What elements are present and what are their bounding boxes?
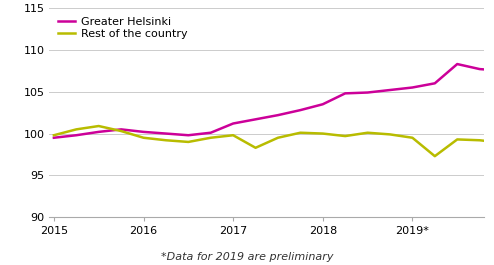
Rest of the country: [365, 131, 370, 134]
Rest of the country: [320, 132, 326, 135]
Rest of the country: [73, 128, 79, 131]
Greater Helsinki: [320, 103, 326, 106]
Line: Rest of the country: Rest of the country: [54, 126, 494, 159]
Rest of the country: [208, 136, 214, 139]
Greater Helsinki: [477, 68, 483, 71]
Greater Helsinki: [230, 122, 236, 125]
Rest of the country: [410, 136, 415, 139]
Rest of the country: [275, 136, 281, 139]
Rest of the country: [118, 130, 124, 133]
Rest of the country: [230, 134, 236, 137]
Rest of the country: [163, 139, 169, 142]
Greater Helsinki: [96, 130, 102, 134]
Greater Helsinki: [297, 109, 303, 112]
Legend: Greater Helsinki, Rest of the country: Greater Helsinki, Rest of the country: [55, 14, 191, 43]
Greater Helsinki: [51, 136, 57, 139]
Greater Helsinki: [163, 132, 169, 135]
Rest of the country: [51, 134, 57, 137]
Rest of the country: [252, 146, 258, 149]
Greater Helsinki: [342, 92, 348, 95]
Rest of the country: [477, 139, 483, 142]
Greater Helsinki: [185, 134, 191, 137]
Line: Greater Helsinki: Greater Helsinki: [54, 50, 494, 138]
Rest of the country: [432, 154, 438, 158]
Rest of the country: [342, 134, 348, 138]
Rest of the country: [387, 133, 393, 136]
Greater Helsinki: [432, 82, 438, 85]
Greater Helsinki: [275, 113, 281, 117]
Rest of the country: [96, 125, 102, 128]
Greater Helsinki: [387, 89, 393, 92]
Greater Helsinki: [118, 128, 124, 131]
Greater Helsinki: [454, 63, 460, 66]
Greater Helsinki: [410, 86, 415, 89]
Text: *Data for 2019 are preliminary: *Data for 2019 are preliminary: [161, 252, 333, 262]
Rest of the country: [297, 131, 303, 134]
Greater Helsinki: [365, 91, 370, 94]
Rest of the country: [454, 138, 460, 141]
Rest of the country: [141, 136, 147, 139]
Greater Helsinki: [208, 131, 214, 134]
Greater Helsinki: [252, 118, 258, 121]
Rest of the country: [185, 140, 191, 144]
Greater Helsinki: [141, 130, 147, 134]
Greater Helsinki: [73, 134, 79, 137]
